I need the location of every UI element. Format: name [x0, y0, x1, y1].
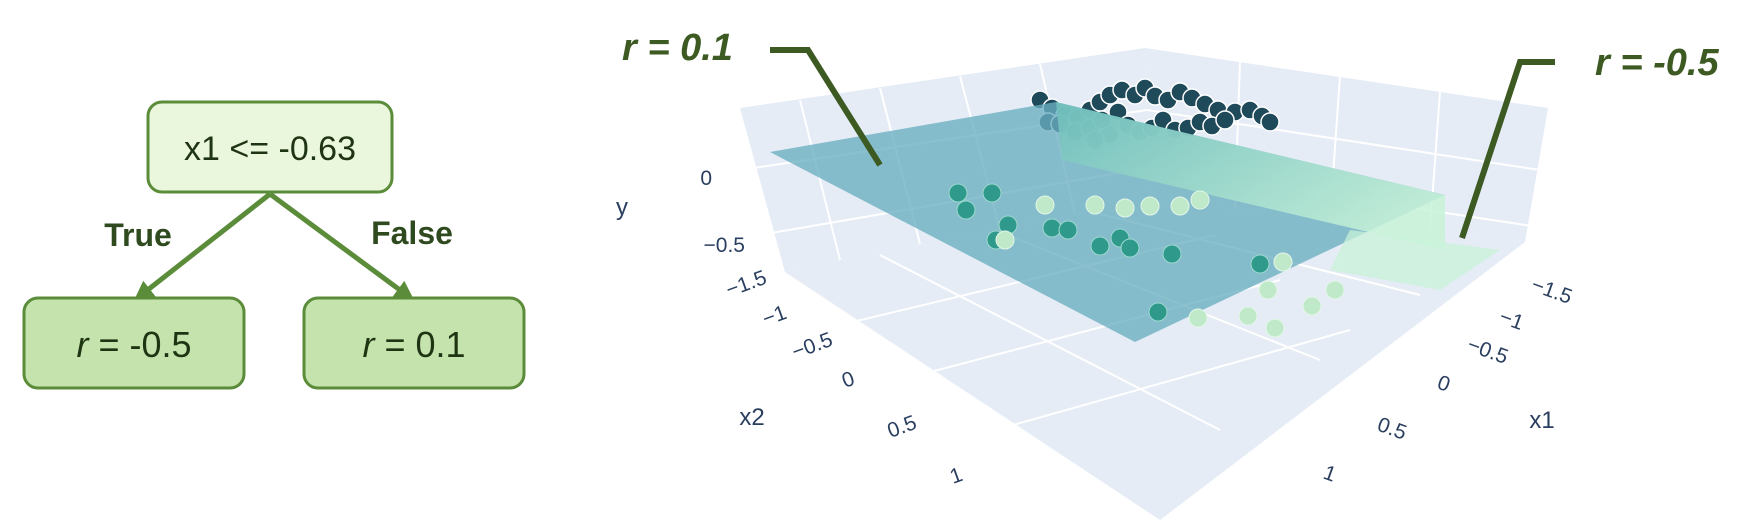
tree-edge-true — [133, 192, 272, 301]
x2-tick-2: −0.5 — [789, 328, 836, 364]
decision-tree: x1 <= -0.63 True False r = -0.5 r = 0.1 — [22, 100, 526, 390]
tree-root-label: x1 <= -0.63 — [184, 130, 356, 168]
x2-tick-5: 1 — [947, 463, 966, 489]
x1-tick-0: −1.5 — [1528, 273, 1575, 309]
x2-tick-1: −1 — [759, 301, 789, 331]
plot-floor — [785, 200, 1525, 520]
callout-right-label: r = -0.5 — [1595, 42, 1719, 84]
tree-edge-false — [268, 191, 415, 301]
callout-left: r = 0.1 — [622, 27, 883, 167]
callout-right: r = -0.5 — [1459, 42, 1719, 239]
x1-tick-4: 0.5 — [1374, 413, 1409, 445]
x1-tick-5: 1 — [1320, 461, 1339, 487]
x1-tick-3: 0 — [1434, 371, 1453, 397]
y-tick-0: 0 — [700, 167, 712, 190]
scatter-teal-points — [948, 183, 1270, 322]
tree-root-node — [146, 100, 394, 194]
y-tick-1: −0.5 — [704, 234, 745, 257]
x1-axis-title: x1 — [1529, 407, 1554, 434]
x2-tick-3: 0 — [839, 367, 858, 393]
callout-left-leader — [770, 47, 883, 167]
callout-right-leader — [1459, 59, 1555, 239]
tree-leaf-left-label: r = -0.5 — [76, 324, 191, 365]
x2-tick-4: 0.5 — [884, 411, 919, 443]
x1-tick-1: −1 — [1496, 305, 1526, 335]
x2-tick-0: −1.5 — [723, 266, 770, 302]
tree-leaf-right — [302, 296, 526, 390]
tree-leaf-right-label: r = 0.1 — [362, 324, 465, 365]
y-axis-title: y — [616, 194, 628, 221]
tree-leaf-left — [22, 296, 246, 390]
x2-axis-title: x2 — [739, 404, 764, 431]
plot-3d: 0 −0.5 y −1.5 −1 −0.5 0 0.5 1 x2 −1.5 −1… — [616, 48, 1575, 520]
scatter-light-points — [995, 190, 1345, 338]
regression-plane-step-lower — [1330, 230, 1500, 290]
regression-plane-step-wall — [1056, 102, 1445, 250]
tree-edge-true-label: True — [104, 217, 172, 253]
tree-edge-false-label: False — [371, 215, 453, 251]
x1-tick-2: −0.5 — [1464, 333, 1511, 369]
callout-left-label: r = 0.1 — [622, 27, 733, 69]
